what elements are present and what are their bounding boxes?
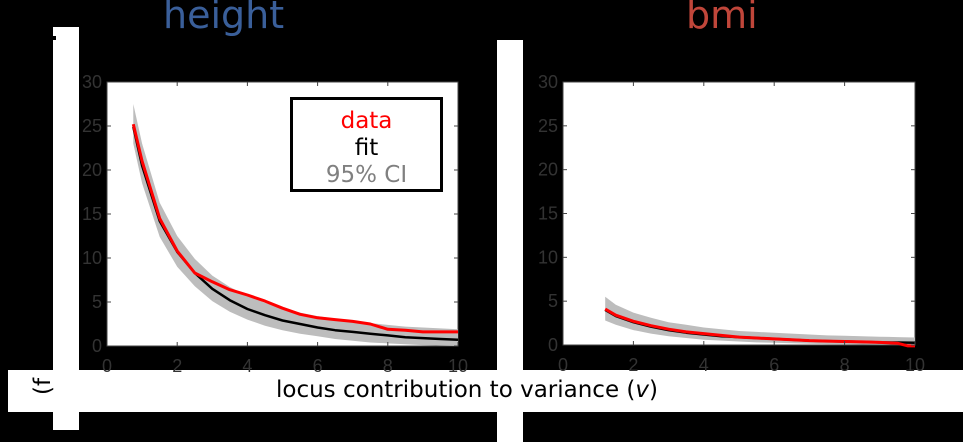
- y-tick-label: 20: [82, 160, 102, 180]
- x-axis-label-suffix: ): [649, 377, 658, 403]
- ci-band: [133, 104, 458, 346]
- y-tick-label: 5: [92, 292, 102, 312]
- legend-ci-label: 95% CI: [325, 162, 408, 188]
- data-line: [604, 307, 915, 348]
- x-tick-label: 0: [558, 355, 568, 375]
- x-tick-label: 8: [383, 356, 393, 376]
- data-line: [131, 123, 458, 334]
- x-axis-label: locus contribution to variance (v): [276, 377, 658, 403]
- y-tick-label: 0: [548, 335, 558, 355]
- y-tick-label: 30: [538, 72, 558, 92]
- chart-title-bmi: bmi: [686, 0, 758, 37]
- y-tick-label: 25: [538, 116, 558, 136]
- y-tick-label: 30: [82, 72, 102, 92]
- plot-area: [562, 81, 916, 346]
- stray-mark: [52, 36, 56, 40]
- y-tick-label: 15: [82, 204, 102, 224]
- x-axis-label-prefix: locus contribution to variance (: [276, 377, 636, 403]
- x-tick-label: 4: [242, 356, 252, 376]
- legend: data fit 95% CI: [290, 97, 443, 192]
- x-axis-label-var: v: [635, 377, 650, 403]
- x-tick-label: 6: [769, 355, 779, 375]
- left-white-bar: [53, 27, 79, 430]
- x-tick-label: 6: [313, 356, 323, 376]
- y-tick-label: 10: [82, 248, 102, 268]
- plot-bmi: 0 2 4 6 8 10 0 5 10 15 20 25 30: [538, 72, 925, 375]
- x-tick-label: 8: [840, 355, 850, 375]
- x-tick-label: 10: [905, 355, 925, 375]
- y-tick-label: 0: [92, 336, 102, 356]
- x-tick-label: 10: [448, 356, 468, 376]
- x-tick-label: 0: [102, 356, 112, 376]
- y-axis-label-fragment: (f: [30, 377, 56, 395]
- y-tick-label: 5: [548, 291, 558, 311]
- y-tick-label: 15: [538, 204, 558, 224]
- x-tick-label: 4: [699, 355, 709, 375]
- x-tick-label: 2: [628, 355, 638, 375]
- xlabel-band: [8, 370, 963, 412]
- chart-title-height: height: [163, 0, 285, 37]
- legend-data-label: data: [340, 108, 393, 134]
- legend-fit-label: fit: [354, 135, 379, 161]
- y-tick-label: 25: [82, 116, 102, 136]
- y-tick-label: 10: [538, 247, 558, 267]
- y-tick-label: 20: [538, 160, 558, 180]
- x-tick-label: 2: [172, 356, 182, 376]
